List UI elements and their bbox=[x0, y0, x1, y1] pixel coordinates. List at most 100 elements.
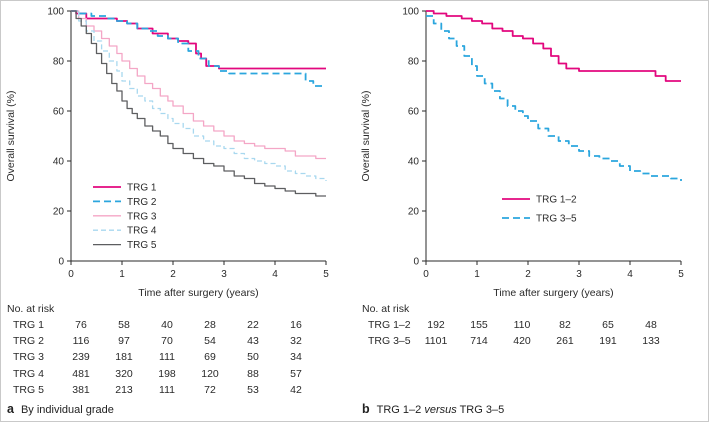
x-tick-label: 3 bbox=[221, 269, 227, 280]
kaplan-meier-chart-a: 0 20 40 60 80 100 0 1 2 3 4 5 Overall survival (%) Ti… bbox=[5, 7, 329, 300]
legend-label: TRG 1–2 bbox=[536, 195, 577, 206]
risk-value: 381 bbox=[72, 383, 90, 396]
risk-value: 320 bbox=[115, 367, 133, 380]
caption-b: b TRG 1–2 versus TRG 3–5 bbox=[362, 402, 504, 416]
caption-text-prefix-b: TRG 1–2 bbox=[376, 404, 425, 416]
risk-value: 111 bbox=[159, 383, 175, 396]
risk-value: 110 bbox=[513, 319, 531, 331]
survival-curve-trg-1-2 bbox=[426, 10, 681, 82]
risk-value: 714 bbox=[470, 335, 488, 348]
y-tick-label: 0 bbox=[58, 257, 64, 268]
risk-row: TRG 2 116 97 70 54 43 32 bbox=[1, 335, 356, 349]
risk-value: 191 bbox=[599, 335, 617, 348]
risk-value: 16 bbox=[290, 319, 302, 331]
caption-letter-b: b bbox=[362, 402, 370, 416]
risk-row-label: TRG 1 bbox=[13, 319, 44, 331]
risk-row: TRG 5 381 213 111 72 53 42 bbox=[1, 384, 356, 398]
risk-row-label: TRG 2 bbox=[13, 335, 44, 348]
risk-value: 48 bbox=[645, 319, 657, 331]
survival-curve-trg-5 bbox=[71, 10, 326, 197]
risk-value: 82 bbox=[559, 319, 571, 331]
y-tick-label: 100 bbox=[47, 7, 64, 18]
x-axis-title: Time after surgery (years) bbox=[138, 287, 258, 299]
risk-value: 192 bbox=[427, 319, 445, 331]
risk-row-label: TRG 5 bbox=[13, 383, 44, 396]
risk-value: 28 bbox=[204, 319, 216, 331]
risk-value: 54 bbox=[204, 335, 216, 348]
risk-row: TRG 1–2 192 155 110 82 65 48 bbox=[356, 319, 708, 333]
risk-table-header: No. at risk bbox=[362, 303, 410, 315]
x-tick-label: 2 bbox=[525, 269, 531, 280]
risk-value: 65 bbox=[602, 319, 614, 331]
x-tick-label: 4 bbox=[627, 269, 633, 280]
risk-row: TRG 1 76 58 40 28 22 16 bbox=[1, 319, 356, 333]
survival-curve-trg-3-5 bbox=[426, 15, 682, 181]
panel-b: 0 20 40 60 80 100 0 1 2 3 4 5 Overall survival (%) Ti… bbox=[356, 1, 708, 421]
risk-value: 155 bbox=[470, 319, 488, 331]
survival-curve-trg-4 bbox=[71, 10, 327, 181]
x-tick-label: 0 bbox=[423, 269, 429, 280]
risk-value: 1101 bbox=[424, 335, 448, 348]
legend-label: TRG 4 bbox=[127, 226, 157, 237]
caption-text-prefix-a: By individual grade bbox=[20, 404, 114, 416]
risk-value: 261 bbox=[556, 335, 574, 348]
risk-value: 58 bbox=[118, 319, 130, 331]
risk-value: 76 bbox=[75, 319, 87, 331]
risk-row-label: TRG 4 bbox=[13, 367, 44, 380]
risk-value: 40 bbox=[161, 319, 173, 331]
y-tick-label: 60 bbox=[408, 107, 420, 118]
risk-value: 57 bbox=[290, 367, 302, 380]
y-axis-title: Overall survival (%) bbox=[5, 90, 17, 181]
caption-text-a: By individual grade bbox=[21, 404, 114, 416]
risk-value: 22 bbox=[247, 319, 259, 331]
survival-curve-trg-3 bbox=[71, 10, 326, 160]
caption-text-b: TRG 1–2 versus TRG 3–5 bbox=[377, 404, 505, 416]
risk-table-a: No. at risk TRG 1 76 58 40 28 22 16 TRG 2 116 97 70… bbox=[1, 301, 356, 399]
risk-value: 42 bbox=[290, 383, 302, 396]
risk-value: 116 bbox=[72, 335, 90, 348]
legend-label: TRG 5 bbox=[127, 240, 157, 251]
y-axis-title: Overall survival (%) bbox=[360, 90, 372, 181]
legend-label: TRG 3 bbox=[127, 211, 157, 222]
y-tick-label: 40 bbox=[408, 157, 420, 168]
x-tick-label: 5 bbox=[678, 269, 684, 280]
x-tick-label: 5 bbox=[323, 269, 329, 280]
risk-row: TRG 3–5 1101 714 420 261 191 133 bbox=[356, 335, 708, 349]
y-tick-label: 20 bbox=[408, 207, 420, 218]
y-tick-label: 80 bbox=[408, 57, 420, 68]
x-tick-label: 0 bbox=[68, 269, 74, 280]
risk-value: 420 bbox=[513, 335, 531, 348]
x-tick-label: 1 bbox=[474, 269, 480, 280]
caption-a: a By individual grade bbox=[7, 402, 114, 416]
risk-value: 111 bbox=[159, 351, 175, 364]
caption-text-suffix-b: TRG 3–5 bbox=[456, 404, 505, 416]
risk-value: 133 bbox=[642, 335, 660, 348]
risk-row-label: TRG 1–2 bbox=[368, 319, 411, 331]
y-tick-label: 80 bbox=[53, 57, 65, 68]
caption-letter-a: a bbox=[7, 402, 14, 416]
x-axis-title: Time after surgery (years) bbox=[493, 287, 613, 299]
x-tick-label: 2 bbox=[170, 269, 176, 280]
x-tick-label: 4 bbox=[272, 269, 278, 280]
risk-value: 50 bbox=[247, 351, 259, 364]
risk-value: 481 bbox=[72, 367, 90, 380]
risk-value: 32 bbox=[290, 335, 302, 348]
y-tick-label: 60 bbox=[53, 107, 65, 118]
risk-value: 120 bbox=[201, 367, 219, 380]
risk-value: 70 bbox=[161, 335, 173, 348]
y-tick-label: 100 bbox=[402, 7, 419, 18]
risk-row: TRG 3 239 181 111 69 50 34 bbox=[1, 351, 356, 365]
risk-value: 53 bbox=[247, 383, 259, 396]
legend-label: TRG 2 bbox=[127, 197, 157, 208]
risk-value: 34 bbox=[290, 351, 302, 364]
risk-value: 213 bbox=[115, 383, 133, 396]
y-tick-label: 0 bbox=[413, 257, 419, 268]
risk-value: 88 bbox=[247, 367, 259, 380]
y-tick-label: 40 bbox=[53, 157, 65, 168]
x-tick-label: 3 bbox=[576, 269, 582, 280]
risk-value: 239 bbox=[72, 351, 90, 364]
y-tick-label: 20 bbox=[53, 207, 65, 218]
legend-label: TRG 1 bbox=[127, 183, 157, 194]
risk-value: 97 bbox=[118, 335, 130, 348]
